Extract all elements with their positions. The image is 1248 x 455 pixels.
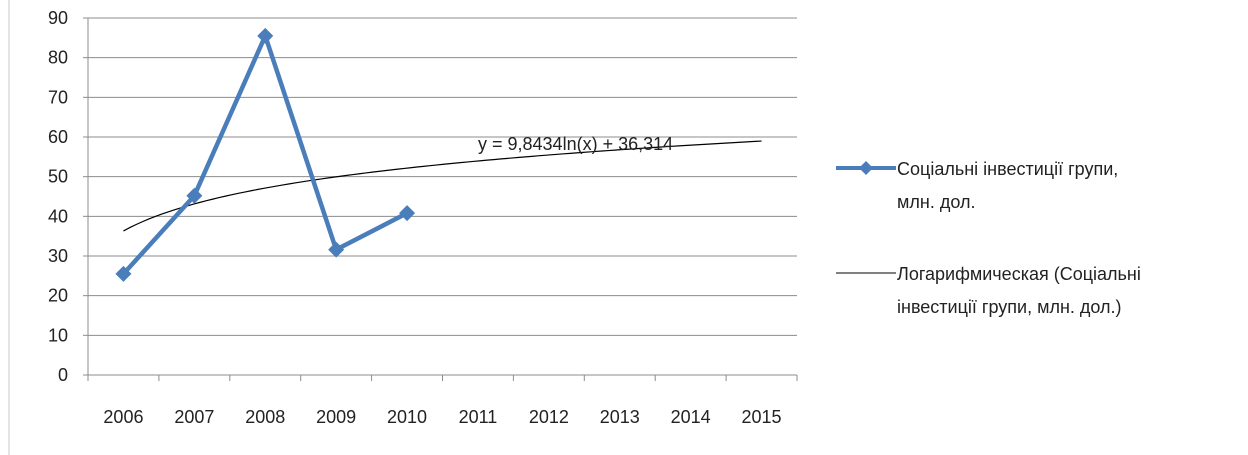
x-tick-label-2006: 2006: [103, 407, 143, 427]
trendline-logarithmic: [123, 140, 762, 232]
x-tick-label-2011: 2011: [459, 407, 498, 427]
gridlines: [88, 17, 797, 336]
x-tick-label-2010: 2010: [387, 407, 427, 427]
axes: [83, 17, 798, 381]
x-tick-label-2014: 2014: [671, 407, 711, 427]
x-tick-label-2013: 2013: [600, 407, 640, 427]
x-tick-label-2012: 2012: [529, 407, 569, 427]
x-tick-label-2015: 2015: [742, 407, 782, 427]
legend-trend-label-line1: Логарифмическая (Соціальні: [897, 264, 1141, 284]
y-tick-label-80: 80: [48, 48, 68, 68]
trendline-layer: [123, 140, 762, 232]
data-point-2007: [186, 187, 203, 204]
y-tick-label-10: 10: [48, 325, 68, 345]
legend-series-label-line2: млн. дол.: [897, 192, 975, 212]
trendline-equation: y = 9,8434ln(x) + 36,314: [478, 134, 673, 154]
x-tick-label-2009: 2009: [316, 407, 356, 427]
y-tick-label-0: 0: [58, 365, 68, 385]
legend-trend-label-line2: інвестиції групи, млн. дол.): [897, 297, 1122, 317]
data-point-2009: [328, 241, 345, 258]
data-point-2006: [115, 265, 132, 282]
legend-series-label-line1: Соціальні інвестиції групи,: [897, 159, 1118, 179]
y-tick-label-30: 30: [48, 246, 68, 266]
y-tick-label-40: 40: [48, 206, 68, 226]
y-tick-labels: 0 10 20 30 40 50 60 70 80 90: [48, 8, 68, 385]
y-tick-label-50: 50: [48, 167, 68, 187]
x-tick-label-2008: 2008: [245, 407, 285, 427]
data-point-2010: [399, 205, 416, 222]
y-tick-label-60: 60: [48, 127, 68, 147]
y-tick-label-90: 90: [48, 8, 68, 28]
series-layer: [115, 27, 416, 282]
legend-series-marker: [859, 161, 873, 175]
x-tick-labels: 2006 2007 2008 2009 2010 2011 2012 2013 2014 2015: [103, 407, 781, 427]
y-tick-label-20: 20: [48, 286, 68, 306]
x-tick-label-2007: 2007: [174, 407, 214, 427]
data-point-2008: [257, 27, 274, 44]
legend: Соціальні інвестиції групи, млн. дол. Ло…: [836, 159, 1141, 317]
y-tick-label-70: 70: [48, 87, 68, 107]
series-line-0: [121, 33, 409, 276]
